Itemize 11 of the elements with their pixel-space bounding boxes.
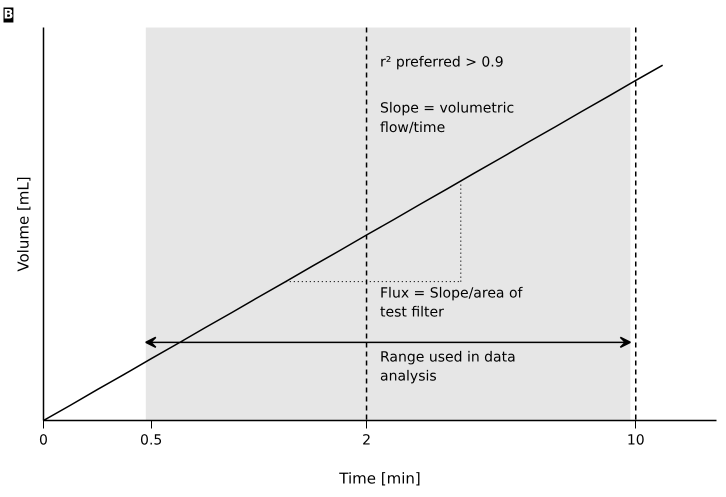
annotation: Range used in data analysis [380, 349, 516, 385]
x-tick-label: 2 [362, 432, 372, 448]
x-tick-label: 0 [39, 432, 48, 448]
x-tick-label: 10 [626, 432, 645, 448]
text: B [4, 8, 14, 22]
annotation: Slope = volumetric flow/time [380, 100, 514, 136]
annotation: r² preferred > 0.9 [380, 54, 504, 71]
x-axis-title: Time [min] [338, 470, 421, 488]
x-tick-label: 0.5 [140, 432, 162, 448]
annotation: Flux = Slope/area of test filter [380, 285, 524, 321]
y-axis-title: Volume [mL] [14, 176, 32, 272]
